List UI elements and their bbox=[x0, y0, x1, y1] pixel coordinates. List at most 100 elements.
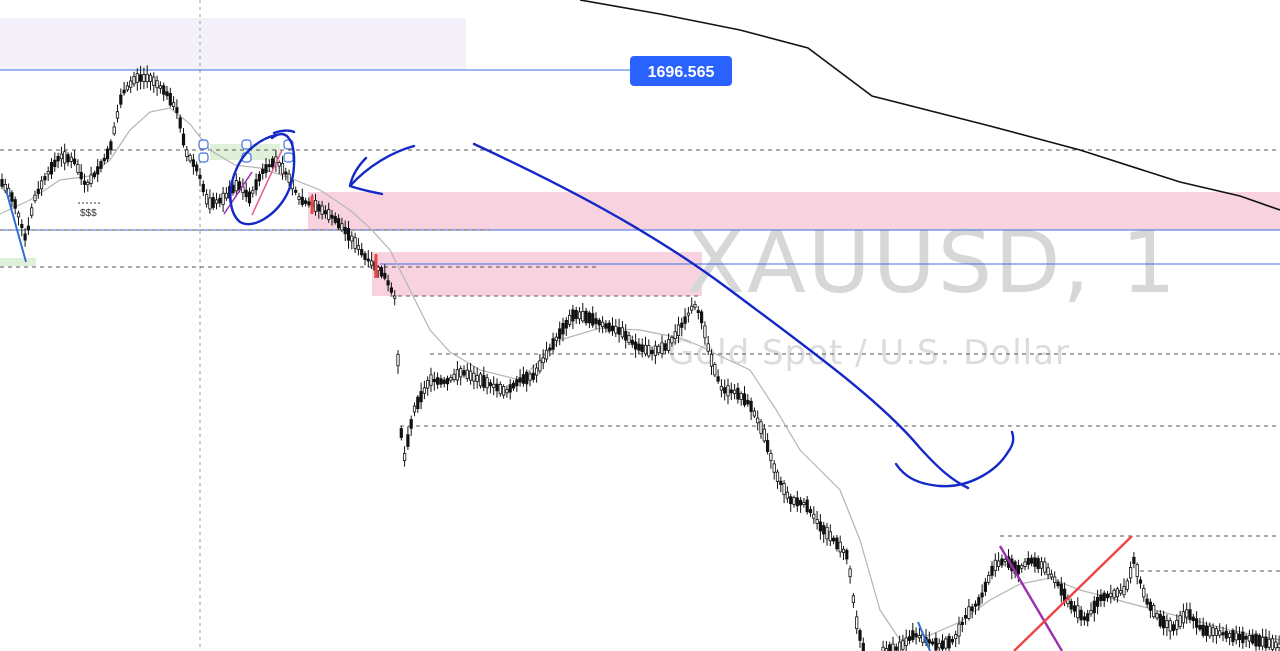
candle-bearish bbox=[264, 164, 268, 173]
candle-bullish bbox=[647, 345, 651, 357]
candle-bullish bbox=[1185, 609, 1189, 618]
candle-bearish bbox=[894, 646, 898, 651]
candle-bearish bbox=[973, 603, 978, 607]
candle-bearish bbox=[270, 158, 275, 168]
candle-bearish bbox=[531, 372, 535, 380]
candle-bullish bbox=[89, 174, 93, 184]
candle-bullish bbox=[769, 452, 773, 461]
candle-bullish bbox=[234, 180, 238, 192]
candle-bearish bbox=[300, 196, 304, 205]
candle-bearish bbox=[1082, 616, 1086, 621]
candle-bearish bbox=[934, 637, 938, 651]
candle-bearish bbox=[379, 267, 384, 277]
candle-bullish bbox=[224, 192, 228, 199]
candle-bearish bbox=[960, 621, 964, 625]
candle-bearish bbox=[102, 157, 106, 162]
candle-bearish bbox=[970, 606, 974, 612]
candle-bearish bbox=[789, 496, 793, 505]
candle-bullish bbox=[452, 373, 456, 380]
annotation-arrow bbox=[348, 144, 416, 196]
candle-bullish bbox=[208, 197, 212, 210]
candle-bearish bbox=[779, 480, 783, 486]
candle-bullish bbox=[1115, 588, 1119, 598]
candle-bullish bbox=[148, 74, 153, 82]
candle-bullish bbox=[412, 405, 417, 413]
handle-3[interactable] bbox=[241, 139, 252, 150]
handle-6[interactable] bbox=[283, 152, 294, 163]
candle-bearish bbox=[1198, 625, 1202, 630]
candle-bullish bbox=[492, 383, 496, 388]
candle-bullish bbox=[86, 182, 90, 186]
candle-bullish bbox=[459, 368, 463, 378]
candle-bullish bbox=[1165, 620, 1169, 628]
candle-bearish bbox=[822, 525, 826, 535]
candle-bullish bbox=[1168, 620, 1172, 632]
candle-bearish bbox=[574, 309, 578, 319]
candle-bullish bbox=[465, 369, 469, 379]
trendline-red bbox=[1013, 535, 1133, 651]
candle-bearish bbox=[558, 328, 562, 339]
candle-bullish bbox=[528, 373, 532, 381]
handle-2[interactable] bbox=[198, 152, 209, 163]
candle-bearish bbox=[980, 592, 984, 598]
candle-bearish bbox=[1000, 558, 1004, 566]
candle-bullish bbox=[993, 559, 997, 571]
candle-bullish bbox=[1023, 561, 1027, 567]
candle-bearish bbox=[624, 330, 628, 341]
candle-bearish bbox=[23, 233, 27, 241]
candle-bearish bbox=[845, 549, 849, 560]
candle-bullish bbox=[353, 237, 357, 249]
candle-bearish bbox=[604, 323, 608, 329]
candle-bullish bbox=[396, 353, 400, 367]
candle-bullish bbox=[1039, 561, 1044, 569]
short-moving-average bbox=[0, 107, 1280, 641]
candle-bearish bbox=[165, 91, 169, 97]
candle-bearish bbox=[267, 164, 271, 168]
candle-bullish bbox=[505, 389, 509, 394]
handle-1[interactable] bbox=[198, 139, 209, 150]
candle-bearish bbox=[26, 225, 31, 231]
candle-bearish bbox=[294, 189, 298, 193]
candle-bearish bbox=[696, 310, 700, 313]
candle-bullish bbox=[772, 463, 776, 473]
candle-bearish bbox=[181, 133, 186, 146]
candle-bullish bbox=[1214, 628, 1218, 636]
candle-highlight bbox=[374, 254, 378, 278]
supply-zone-upper bbox=[308, 192, 1280, 230]
candle-bullish bbox=[706, 343, 710, 352]
candle-bullish bbox=[851, 595, 856, 603]
trendline-pink-small bbox=[251, 149, 283, 216]
candle-bullish bbox=[59, 153, 64, 160]
candle-bullish bbox=[841, 548, 846, 553]
candle-bullish bbox=[1003, 558, 1007, 562]
candle-highlight bbox=[310, 196, 314, 214]
candle-bearish bbox=[323, 210, 328, 215]
candle-bearish bbox=[663, 343, 667, 351]
candle-bullish bbox=[954, 634, 958, 639]
candle-bullish bbox=[1155, 613, 1159, 619]
candle-bullish bbox=[670, 336, 674, 344]
drawing-handles[interactable] bbox=[198, 139, 294, 163]
candle-bearish bbox=[109, 141, 113, 151]
candle-bearish bbox=[716, 376, 720, 382]
candle-bearish bbox=[1033, 557, 1037, 567]
candle-bearish bbox=[597, 319, 601, 326]
price-tag[interactable]: 1696.565 bbox=[630, 56, 732, 86]
candle-bullish bbox=[620, 327, 625, 338]
candle-bearish bbox=[284, 171, 288, 175]
candle-bullish bbox=[320, 205, 324, 215]
candle-bullish bbox=[1122, 586, 1126, 596]
candle-bearish bbox=[683, 316, 687, 324]
candle-bearish bbox=[406, 434, 410, 447]
candle-bearish bbox=[634, 341, 638, 350]
candle-bullish bbox=[152, 76, 156, 86]
price-tag-value: 1696.565 bbox=[648, 64, 715, 81]
candle-bullish bbox=[581, 311, 585, 322]
candle-bullish bbox=[204, 194, 209, 205]
candle-bullish bbox=[171, 102, 176, 107]
candle-bearish bbox=[525, 371, 529, 385]
candle-bullish bbox=[690, 305, 694, 311]
candle-bearish bbox=[92, 172, 96, 178]
candle-bullish bbox=[828, 531, 832, 542]
